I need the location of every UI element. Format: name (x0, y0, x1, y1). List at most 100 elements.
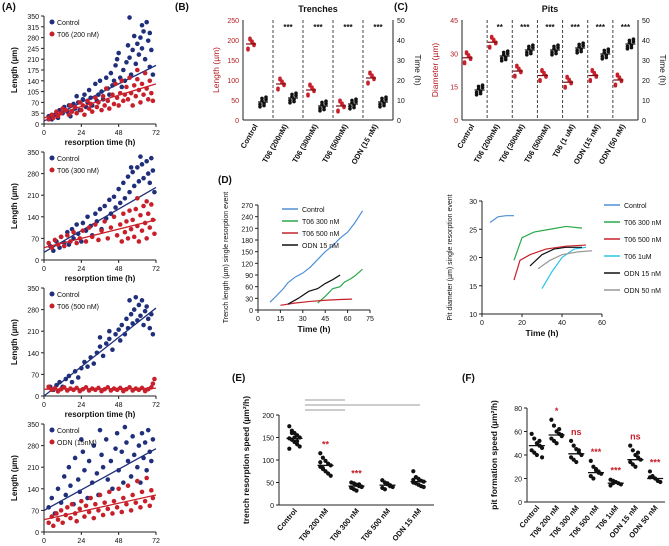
data-point (91, 361, 97, 366)
data-point (135, 67, 140, 73)
legend-label: Control (624, 203, 647, 210)
y-tick-label: 0 (235, 118, 239, 125)
data-point (116, 103, 121, 108)
data-point (480, 83, 485, 87)
data-point (74, 93, 79, 99)
data-point (538, 78, 542, 82)
y-tick-label: 280 (27, 36, 39, 43)
data-point (74, 110, 79, 116)
data-point (501, 50, 506, 55)
data-point (99, 228, 104, 233)
data-point (83, 503, 89, 509)
trend-line (43, 494, 157, 521)
data-point (127, 75, 132, 81)
data-point (540, 68, 544, 72)
data-point (97, 427, 103, 433)
x-tick-label: 72 (152, 130, 160, 137)
data-point (138, 154, 143, 159)
y-tick-label: 350 (27, 286, 39, 293)
data-point (575, 48, 579, 53)
y-tick-label: 100 (262, 458, 274, 465)
category-label: T06 (200nM) (260, 122, 290, 164)
legend-marker (49, 19, 55, 25)
data-point (576, 448, 581, 453)
data-point (135, 165, 140, 170)
data-point (114, 233, 120, 238)
data-point (66, 464, 72, 470)
data-point (99, 452, 104, 458)
data-point (310, 85, 314, 89)
data-point (295, 439, 300, 444)
data-point (142, 56, 148, 62)
data-point (113, 446, 118, 451)
data-point (102, 103, 107, 108)
data-point (145, 97, 151, 102)
data-point (75, 375, 81, 380)
data-point (55, 517, 61, 522)
data-point (66, 112, 72, 118)
legend-label: ODN 50 nM (624, 288, 661, 295)
series-line (537, 250, 593, 270)
y-axis-label: Pit diameter (µm) single resorption even… (447, 194, 454, 320)
significance-stars: *** (283, 23, 293, 32)
data-point (69, 379, 75, 385)
legend-label: Control (57, 428, 80, 435)
significance-stars: *** (343, 23, 353, 32)
data-point (82, 112, 87, 118)
data-point (107, 197, 112, 203)
data-point (464, 50, 469, 54)
data-point (525, 50, 529, 55)
y-tick-label: 25 (469, 227, 477, 234)
data-point (318, 106, 322, 111)
data-point (136, 239, 142, 244)
legend-label: T06 300 nM (624, 220, 662, 227)
data-point (68, 515, 73, 521)
data-point (138, 100, 143, 105)
y-tick-label: 60 (245, 285, 253, 292)
data-point (58, 234, 64, 240)
data-point (100, 353, 106, 359)
x-axis-label: Time (h) (526, 328, 559, 338)
category-label: ODN (50 nM) (597, 122, 628, 166)
x-tick-label: 45 (321, 316, 329, 323)
y-tick-label: 280 (27, 172, 39, 179)
data-point (658, 479, 663, 485)
data-point (131, 183, 137, 189)
data-point (411, 477, 416, 482)
data-point (93, 95, 98, 101)
legend-label: Control (57, 292, 80, 299)
data-point (635, 450, 641, 455)
y2-tick-label: 20 (642, 78, 650, 85)
data-point (102, 500, 107, 505)
trend-line (43, 83, 157, 119)
series-line (489, 215, 514, 223)
x-tick-label: 48 (115, 130, 123, 137)
y-tick-label: 60 (514, 430, 522, 437)
data-point (107, 106, 112, 111)
data-point (144, 158, 149, 164)
y-tick-label: 350 (27, 422, 39, 429)
data-point (385, 481, 390, 486)
data-point (591, 476, 596, 481)
data-point (557, 427, 562, 432)
trend-line (43, 307, 157, 397)
data-point (116, 50, 121, 56)
data-point (133, 61, 139, 67)
data-point (82, 467, 87, 473)
data-point (324, 99, 328, 103)
y-axis-label: Length (µm) (10, 183, 19, 229)
data-point (602, 48, 607, 53)
data-point (138, 505, 143, 510)
y-tick-label: 210 (241, 226, 253, 233)
x-tick-label: 0 (256, 316, 260, 323)
series-line (513, 244, 587, 281)
category-label: T06 (500nM) (522, 122, 552, 164)
data-point (46, 117, 51, 122)
y-axis-label: pit formation speed (µm²/h) (489, 400, 499, 510)
data-point (110, 486, 115, 492)
y-tick-label: 150 (262, 436, 274, 443)
data-point (85, 364, 90, 369)
panel-label-f: (F) (462, 373, 475, 384)
y2-tick-label: 20 (397, 78, 405, 85)
data-point (100, 464, 106, 470)
